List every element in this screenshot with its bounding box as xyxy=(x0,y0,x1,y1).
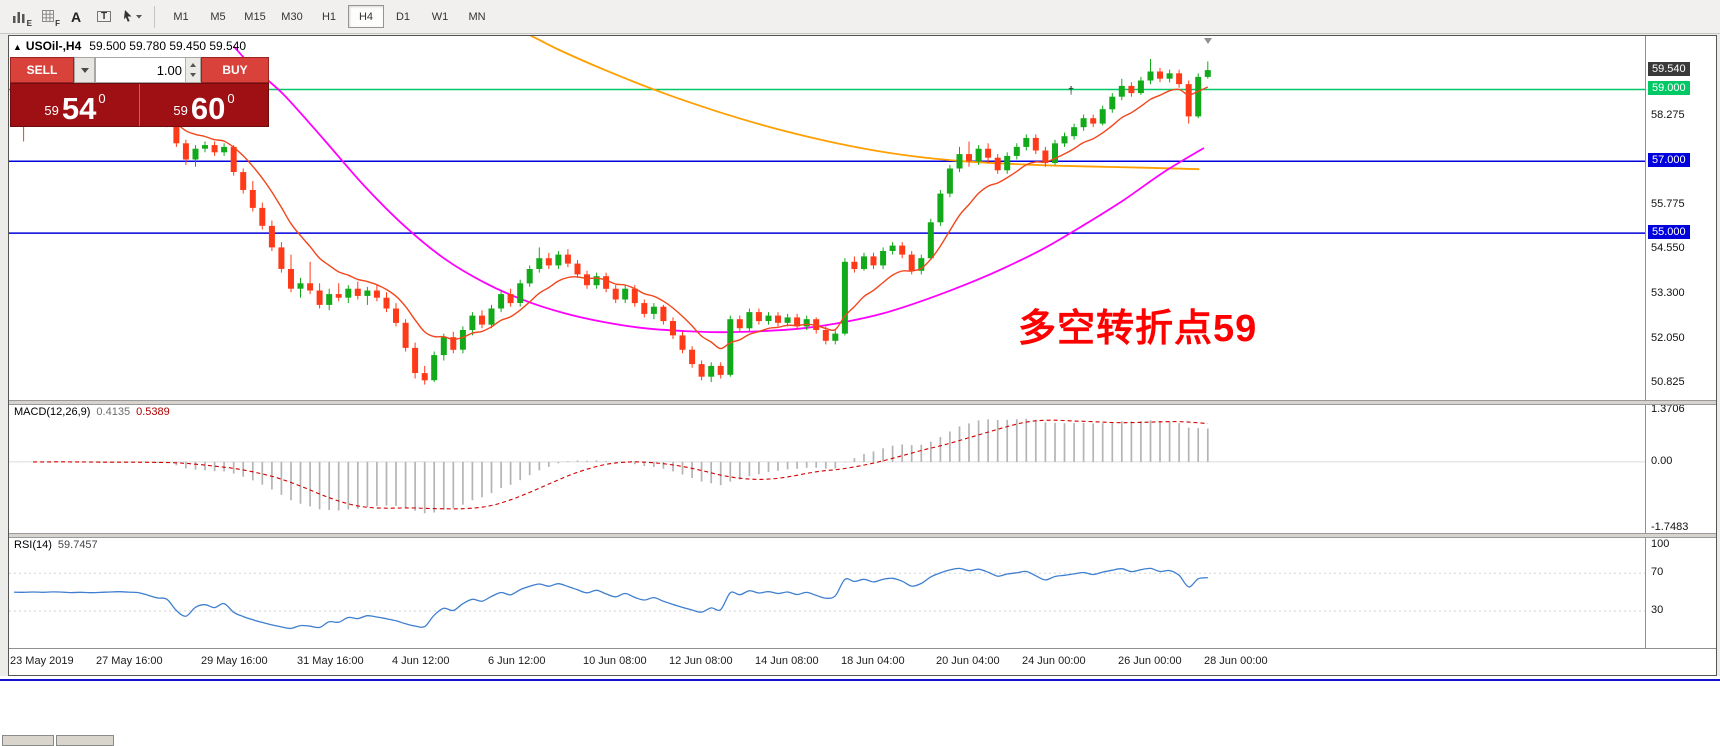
buy-price-sup: 0 xyxy=(227,91,235,106)
timeframe-button-m30[interactable]: M30 xyxy=(281,10,303,23)
chart-window-icon[interactable]: E xyxy=(6,5,34,29)
timeframe-button-h1[interactable]: H1 xyxy=(321,10,337,23)
timeframe-button-d1[interactable]: D1 xyxy=(395,10,411,23)
sell-price[interactable]: 59 54 0 xyxy=(11,84,139,126)
timeframe-button-m5[interactable]: M5 xyxy=(210,10,226,23)
collapse-arrow-icon[interactable]: ▲ xyxy=(13,42,22,52)
timeframe-button-mn[interactable]: MN xyxy=(468,10,486,23)
buy-price[interactable]: 59 60 0 xyxy=(139,84,268,126)
volume-field-wrap xyxy=(95,57,201,83)
rsi-value: 59.7457 xyxy=(57,539,98,551)
taskbar-button[interactable] xyxy=(2,735,54,746)
macd-label: MACD(12,26,9) 0.4135 0.5389 xyxy=(14,406,170,418)
spinner-down-icon xyxy=(190,72,196,77)
timeframe-button-w1[interactable]: W1 xyxy=(431,10,449,23)
text-label-icon[interactable]: T xyxy=(90,5,118,29)
ohlc-readout: 59.500 59.780 59.450 59.540 xyxy=(89,39,247,53)
buy-price-prefix: 59 xyxy=(173,103,188,118)
timeframe-button-m1[interactable]: M1 xyxy=(173,10,189,23)
grid-icon-label: F xyxy=(55,18,60,28)
one-click-trading-panel: SELL BUY 59 54 0 59 60 0 xyxy=(10,57,269,127)
toolbar-separator xyxy=(154,5,155,28)
chevron-down-icon xyxy=(80,68,89,77)
bottom-panel xyxy=(0,676,1720,746)
spinner-up-icon xyxy=(190,63,196,68)
rsi-label: RSI(14) 59.7457 xyxy=(14,539,98,551)
time-axis-line xyxy=(9,648,1716,649)
buy-button[interactable]: BUY xyxy=(201,57,269,83)
volume-input[interactable] xyxy=(95,57,201,83)
timeframe-button-m15[interactable]: M15 xyxy=(244,10,266,23)
bottom-panel-border xyxy=(0,679,1720,681)
price-scale-divider xyxy=(1645,36,1646,648)
sell-button[interactable]: SELL xyxy=(10,57,74,83)
volume-spinner[interactable] xyxy=(185,58,200,82)
sell-price-big: 54 xyxy=(61,90,97,126)
cross-marker-icon: † xyxy=(1068,85,1075,97)
insert-text-icon-label: A xyxy=(70,8,82,25)
chart-window xyxy=(8,35,1717,676)
sell-price-prefix: 59 xyxy=(44,103,59,118)
cursor-tool-icon[interactable] xyxy=(118,5,146,29)
symbol-title: USOil-,H4 xyxy=(25,39,82,53)
macd-signal-value: 0.5389 xyxy=(136,406,170,418)
rsi-name: RSI(14) xyxy=(14,539,52,551)
volume-dropdown-button[interactable] xyxy=(74,57,95,83)
text-label-icon-label: T xyxy=(100,11,108,22)
chart-title: ▲ USOil-,H4 59.500 59.780 59.450 59.540 xyxy=(13,39,246,53)
macd-main-value: 0.4135 xyxy=(96,406,131,418)
macd-name: MACD(12,26,9) xyxy=(14,406,91,418)
rsi-panel-splitter[interactable] xyxy=(9,533,1716,538)
chart-annotation: 多空转折点59 xyxy=(1018,308,1258,350)
price-chart[interactable] xyxy=(0,35,1720,676)
buy-price-big: 60 xyxy=(190,90,226,126)
taskbar-button[interactable] xyxy=(56,735,114,746)
insert-text-icon[interactable]: A xyxy=(62,5,90,29)
timeframe-button-h4[interactable]: H4 xyxy=(348,5,384,28)
chart-window-icon-label: E xyxy=(26,18,32,28)
sell-price-sup: 0 xyxy=(98,91,106,106)
grid-icon[interactable]: F xyxy=(34,5,62,29)
timeframe-button-group: M1 M5 M15 M30 H1 H4 D1 W1 MN xyxy=(163,5,496,28)
quote-display: 59 54 0 59 60 0 xyxy=(10,83,269,127)
macd-panel-splitter[interactable] xyxy=(9,400,1716,405)
